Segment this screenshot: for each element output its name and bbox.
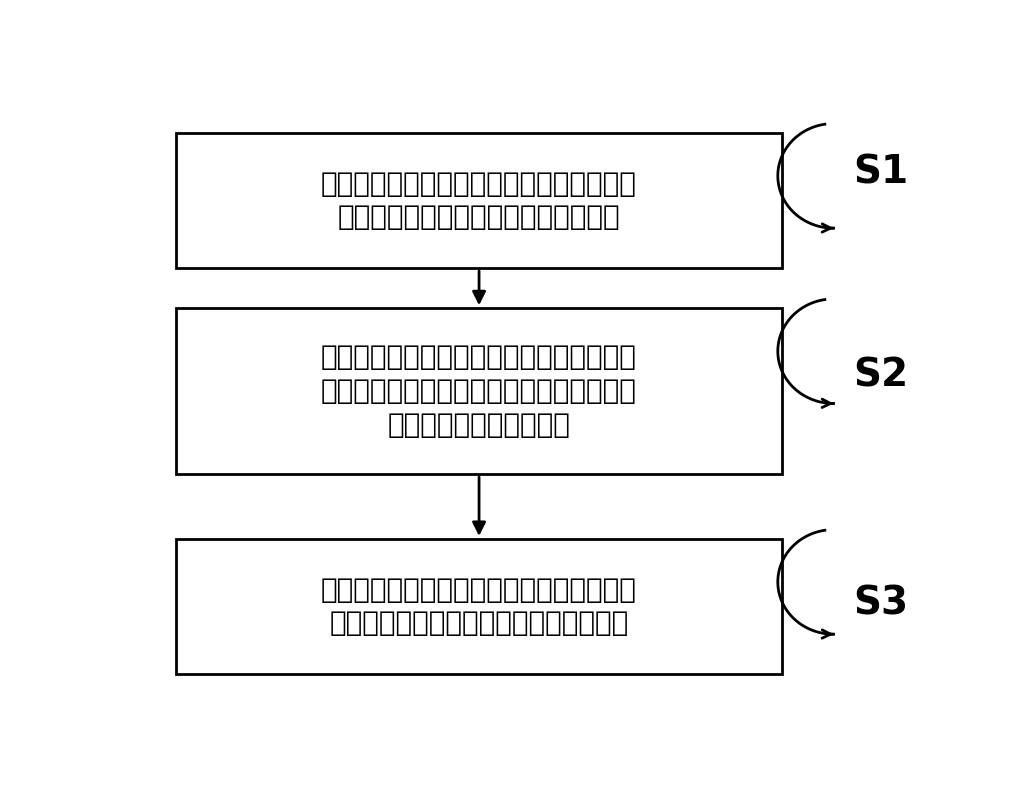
Text: 包括次数在内的参数内容、全部使用者选取: 包括次数在内的参数内容、全部使用者选取: [321, 377, 637, 405]
Text: S1: S1: [853, 153, 909, 192]
Text: 系统根据获取的选项参数内容与最近两次被: 系统根据获取的选项参数内容与最近两次被: [321, 575, 637, 603]
Text: 排序，根据所述选项排序初始化下拉框: 排序，根据所述选项排序初始化下拉框: [338, 204, 620, 232]
Text: S2: S2: [853, 357, 909, 395]
Text: 系统获取下拉框选项排序资料库单元的选项: 系统获取下拉框选项排序资料库单元的选项: [321, 169, 637, 197]
Text: S3: S3: [853, 584, 909, 622]
Text: 系统获取下拉框每个选项被单个使用者选取: 系统获取下拉框每个选项被单个使用者选取: [321, 344, 637, 372]
Text: 选取到的时间差当作权重，计算选项分数: 选取到的时间差当作权重，计算选项分数: [329, 610, 629, 638]
Bar: [177, 308, 782, 475]
Text: 包括次数在内的参数内容: 包括次数在内的参数内容: [388, 411, 571, 439]
Bar: [177, 539, 782, 674]
Bar: [177, 133, 782, 268]
